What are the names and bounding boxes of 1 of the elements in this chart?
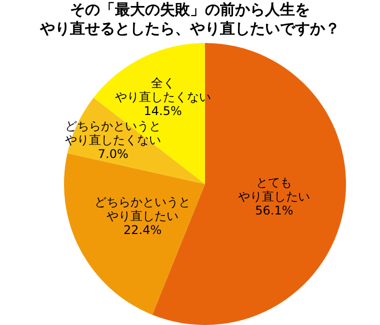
title: その「最大の失敗」の前から人生をやり直せるとしたら、やり直したいですか？: [40, 0, 340, 38]
